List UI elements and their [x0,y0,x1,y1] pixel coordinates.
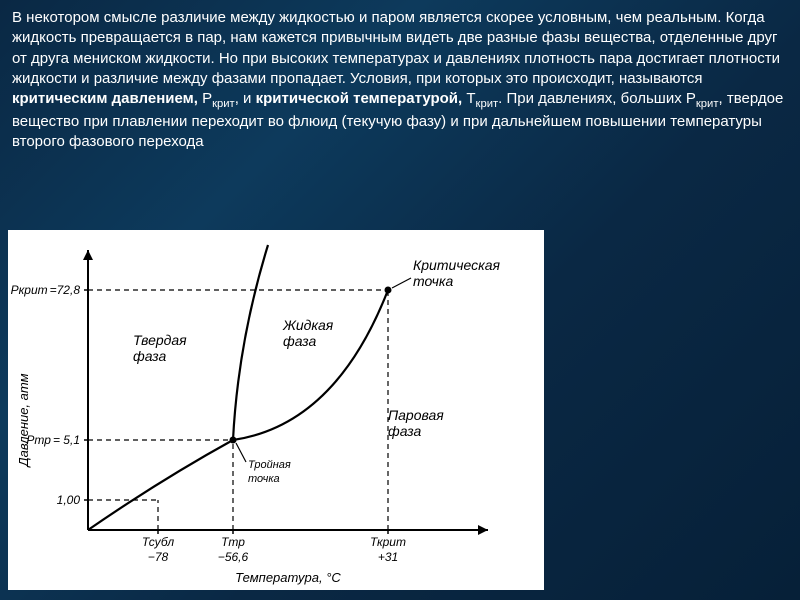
svg-text:фаза: фаза [133,348,167,364]
phase-diagram: Давление, атм Температура, °С Pкрит=72,8 Pт… [8,230,544,590]
svg-text:Твердая: Твердая [133,332,187,348]
text-span: Р [198,90,212,107]
svg-text:Жидкая: Жидкая [282,317,334,333]
svg-text:точка: точка [413,273,454,289]
text-span: В некотором смысле различие между жидкос… [12,9,780,87]
subscript: крит [696,98,719,110]
svg-text:Тройная: Тройная [248,459,291,471]
svg-text:Ттр: Ттр [221,535,245,549]
svg-text:Pтр= 5,1: Pтр= 5,1 [26,433,80,447]
svg-text:фаза: фаза [283,333,317,349]
subscript: крит [476,98,499,110]
bold-term: критическим давлением, [12,90,198,107]
phase-diagram-svg: Давление, атм Температура, °С Pкрит=72,8 Pт… [8,230,544,590]
svg-text:Давление, атм: Давление, атм [16,373,31,468]
svg-text:Pкрит=72,8: Pкрит=72,8 [11,283,81,297]
svg-text:Тсубл: Тсубл [142,535,175,549]
svg-text:+31: +31 [378,550,398,564]
svg-text:Ткрит: Ткрит [370,535,406,549]
bold-term: критической температурой, [256,90,463,107]
text-span: Т [462,90,475,107]
svg-text:фаза: фаза [388,423,422,439]
text-span: . При давлениях, больших Р [498,90,696,107]
svg-text:Критическая: Критическая [413,257,501,273]
subscript: крит [212,98,235,110]
svg-text:−56,6: −56,6 [218,550,249,564]
svg-text:1,00: 1,00 [57,493,81,507]
svg-text:Температура, °С: Температура, °С [235,570,341,585]
text-span: , и [235,90,256,107]
svg-text:−78: −78 [148,550,169,564]
svg-text:Паровая: Паровая [388,407,444,423]
explanatory-paragraph: В некотором смысле различие между жидкос… [0,0,800,153]
svg-text:точка: точка [248,473,280,485]
